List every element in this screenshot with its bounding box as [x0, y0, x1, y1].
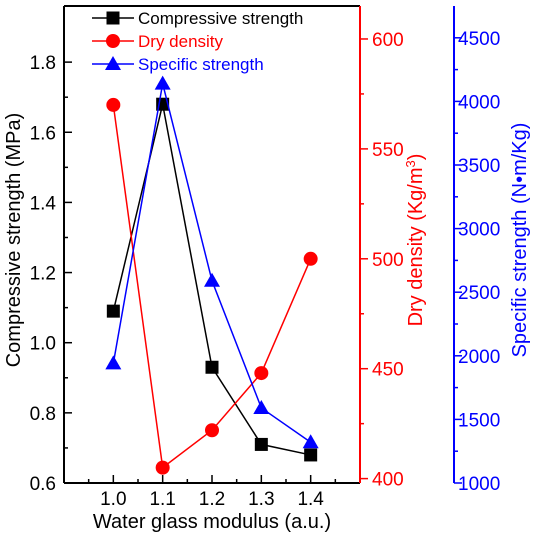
data-point-compressive-strength — [106, 304, 120, 318]
left-axis: 0.6 0.8 1.0 1.2 1.4 1.6 1.8 — [30, 53, 72, 495]
series-dry-density — [106, 97, 318, 475]
specific-strength-tick-label: 1000 — [458, 474, 500, 495]
left-tick-label: 1.6 — [30, 123, 56, 144]
left-tick-label: 1.8 — [30, 53, 56, 74]
dry-density-tick-label: 500 — [372, 250, 404, 271]
data-point-specific-strength — [204, 272, 220, 287]
left-tick-label: 1.4 — [30, 193, 57, 214]
data-point-specific-strength — [253, 399, 270, 414]
legend-label-dry-density: Dry density — [138, 32, 224, 51]
legend-marker-dry-density — [106, 34, 120, 48]
x-tick-label: 1.4 — [297, 489, 324, 510]
data-point-dry-density — [303, 251, 318, 266]
x-tick-label: 1.3 — [248, 489, 274, 510]
legend-item-compressive-strength: Compressive strength — [92, 9, 303, 28]
x-tick-label: 1.0 — [100, 489, 126, 510]
dry-density-axis-title: Dry density (Kg/m3) — [403, 154, 428, 327]
x-axis-title: Water glass modulus (a.u.) — [93, 511, 331, 533]
legend-marker-compressive-strength — [106, 11, 120, 25]
legend-item-specific-strength: Specific strength — [92, 55, 264, 74]
dry-density-tick-label: 400 — [372, 470, 404, 491]
data-point-dry-density — [254, 366, 269, 381]
specific-strength-tick-label: 1500 — [458, 410, 500, 431]
x-tick-label: 1.1 — [149, 489, 175, 510]
specific-strength-tick-label: 3000 — [458, 220, 500, 241]
dry-density-tick-label: 550 — [372, 140, 404, 161]
legend-label-specific-strength: Specific strength — [138, 55, 264, 74]
specific-strength-tick-label: 2000 — [458, 347, 500, 368]
dry-density-axis: 400 450 500 550 600 — [359, 6, 404, 491]
specific-strength-axis-title: Specific strength (N•m/Kg) — [509, 123, 531, 358]
left-axis-title: Compressive strength (MPa) — [3, 113, 25, 368]
data-point-specific-strength — [154, 75, 171, 90]
axes-frame — [63, 5, 360, 484]
legend: Compressive strength Dry density Specific … — [92, 9, 303, 74]
data-point-dry-density — [155, 460, 170, 475]
x-tick-label: 1.2 — [199, 489, 225, 510]
data-point-dry-density — [205, 423, 219, 438]
dry-density-axis-title-sup: 3 — [403, 160, 418, 167]
dry-density-tick-label: 450 — [372, 360, 404, 381]
left-tick-label: 0.6 — [30, 474, 56, 495]
data-point-compressive-strength — [205, 360, 219, 374]
left-tick-label: 1.2 — [30, 264, 56, 285]
legend-label-compressive-strength: Compressive strength — [138, 9, 303, 28]
series-specific-strength — [105, 75, 319, 449]
data-point-specific-strength — [105, 355, 122, 370]
specific-strength-tick-label: 4500 — [458, 29, 500, 50]
specific-strength-tick-label: 4000 — [458, 92, 500, 113]
legend-item-dry-density: Dry density — [92, 32, 224, 51]
data-point-compressive-strength — [254, 437, 268, 451]
specific-strength-axis: 1000 1500 2000 2500 3000 3500 4000 4500 — [453, 6, 500, 495]
legend-marker-specific-strength — [105, 56, 121, 70]
dry-density-tick-label: 600 — [372, 30, 404, 51]
specific-strength-tick-label: 2500 — [458, 283, 500, 304]
data-point-dry-density — [106, 97, 121, 112]
data-point-compressive-strength — [304, 448, 318, 462]
dry-density-axis-title-end: ) — [405, 154, 427, 161]
dry-density-axis-title-main: Dry density (Kg/m — [405, 167, 427, 326]
specific-strength-tick-label: 3500 — [458, 156, 500, 177]
x-axis: 1.0 1.1 1.2 1.3 1.4 — [87, 475, 337, 510]
left-tick-label: 1.0 — [30, 334, 56, 355]
series-layer — [105, 75, 319, 475]
left-tick-label: 0.8 — [30, 404, 56, 425]
data-point-specific-strength — [302, 434, 319, 449]
series-line-specific-strength — [112, 83, 312, 443]
